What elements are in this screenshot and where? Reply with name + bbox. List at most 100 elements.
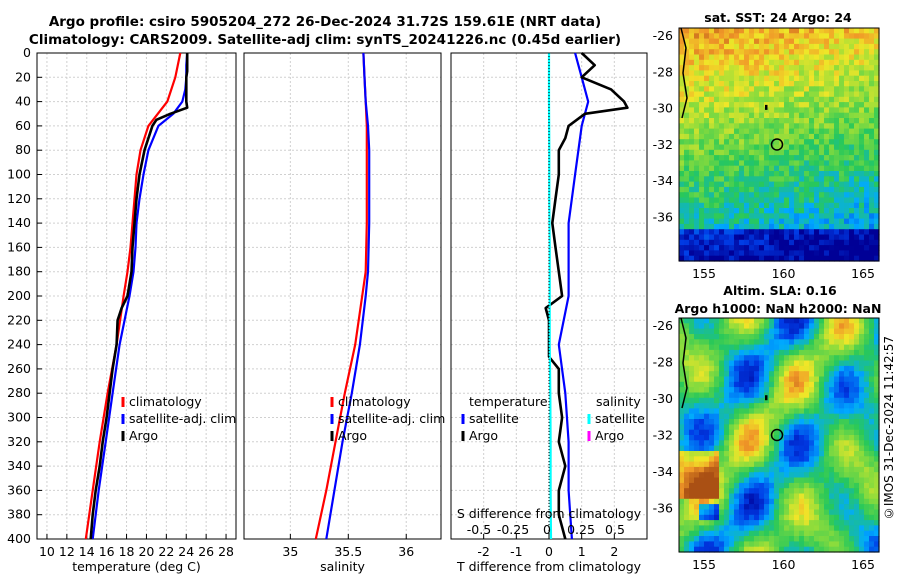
legend-temp-clim-label: climatology [129,394,202,409]
legend-diff-ssat-label: satellite [595,411,645,426]
xlabel-0: temperature (deg C) [72,559,201,574]
ytick-label-1: 20 [15,69,31,84]
legend-diff-sargo-label: Argo [595,428,624,443]
ytick-label-10: 200 [7,288,31,303]
series-2-0 [557,52,590,540]
map-coast-0 [680,27,688,119]
sla-map-title-1: Altim. SLA: 0.16 [723,283,837,298]
ytick-label-5: 100 [7,167,31,182]
top-xtick-0: -0.5 [467,522,491,537]
ytick-label-13: 260 [7,361,31,376]
top-xtick-4: 0.5 [605,522,625,537]
map-1-xtick-1: 160 [772,557,796,572]
ytick-label-4: 80 [15,142,31,157]
map-coast-1 [680,317,688,409]
xtick-label-1-2: 36 [398,544,414,559]
argo-position-marker-0 [770,138,784,151]
map-frame-0 [678,27,880,262]
legend-temp-argo-label: Argo [129,428,158,443]
map-0-ytick-5: -36 [653,209,673,224]
xtick-label-2-2: 0 [545,544,553,559]
map-0-ytick-4: -34 [653,173,673,188]
series-0-0 [84,52,182,540]
series-0-2 [89,53,189,540]
map-cells-1 [679,318,880,553]
xtick-label-2-1: -1 [510,544,522,559]
sla-map-title-2: Argo h1000: NaN h2000: NaN [675,301,882,316]
legend-diff-targo-label: Argo [469,428,498,443]
series-2-1 [544,52,629,540]
top-xlabel: S difference from climatology [457,506,642,521]
legend-temp-sat-label: satellite-adj. clim [129,411,236,426]
xlabel-1: salinity [320,559,365,574]
ytick-label-2: 40 [15,94,31,109]
map-track-dot-1 [765,395,768,401]
legend-diff-stitle: salinity [596,394,641,409]
axes-box-1 [243,52,442,540]
ytick-label-9: 180 [7,264,31,279]
xtick-label-0-7: 24 [178,544,194,559]
xtick-label-0-5: 20 [138,544,154,559]
map-0-xtick-1: 160 [772,266,796,281]
ytick-label-20: 400 [7,531,31,546]
legend-diff-tsat-label: satellite [469,411,519,426]
ytick-label-6: 120 [7,191,31,206]
ytick-label-0: 0 [23,45,31,60]
ytick-label-11: 220 [7,312,31,327]
map-1-ytick-1: -28 [653,354,673,369]
legend-sal-argo-label: Argo [338,428,367,443]
map-frame-1 [678,317,880,553]
map-1-ytick-0: -26 [653,318,673,333]
ytick-label-15: 300 [7,410,31,425]
top-xtick-1: -0.25 [497,522,529,537]
ytick-label-17: 340 [7,458,31,473]
xtick-label-0-1: 12 [59,544,75,559]
ytick-label-8: 160 [7,239,31,254]
map-1-ytick-3: -32 [653,427,673,442]
xlabel-2: T difference from climatology [456,559,642,574]
legend-diff-ttitle: temperature [469,394,548,409]
series-1-1 [325,52,371,540]
xtick-label-0-6: 22 [158,544,174,559]
xtick-label-0-9: 28 [218,544,234,559]
top-xtick-2: 0 [543,522,551,537]
ytick-label-14: 280 [7,385,31,400]
title-line-1: Argo profile: csiro 5905204_272 26-Dec-2… [48,14,602,30]
xtick-label-1-1: 35.5 [334,544,362,559]
ytick-label-3: 60 [15,118,31,133]
map-0-xtick-2: 165 [851,266,875,281]
ytick-label-18: 360 [7,482,31,497]
xtick-label-0-2: 14 [79,544,95,559]
xtick-label-0-8: 26 [198,544,214,559]
title-line-2: Climatology: CARS2009. Satellite-adj cli… [28,32,622,48]
sst-map-title: sat. SST: 24 Argo: 24 [704,10,852,25]
map-cells-0 [679,28,880,262]
xtick-label-1-0: 35 [282,544,298,559]
ytick-label-7: 140 [7,215,31,230]
xtick-label-2-4: 2 [610,544,618,559]
xtick-label-0-4: 18 [119,544,135,559]
legend-sal-sat-label: satellite-adj. clim [338,411,445,426]
top-xtick-3: 0.25 [567,522,595,537]
map-0-ytick-3: -32 [653,137,673,152]
map-1-xtick-2: 165 [851,557,875,572]
ytick-label-16: 320 [7,434,31,449]
map-0-ytick-2: -30 [653,101,673,116]
map-1-ytick-4: -34 [653,464,673,479]
argo-position-marker-1 [770,428,784,442]
map-1-ytick-2: -30 [653,391,673,406]
xtick-label-0-0: 10 [39,544,55,559]
ytick-label-12: 240 [7,337,31,352]
map-0-ytick-1: -28 [653,64,673,79]
map-0-xtick-0: 155 [692,266,716,281]
map-0-ytick-0: -26 [653,28,673,43]
legend-sal-clim-label: climatology [338,394,411,409]
xtick-label-2-3: 1 [578,544,586,559]
ytick-label-19: 380 [7,507,31,522]
xtick-label-0-3: 16 [99,544,115,559]
map-1-xtick-0: 155 [692,557,716,572]
map-1-ytick-5: -36 [653,500,673,515]
map-track-dot-0 [765,104,768,110]
xtick-label-2-0: -2 [477,544,489,559]
